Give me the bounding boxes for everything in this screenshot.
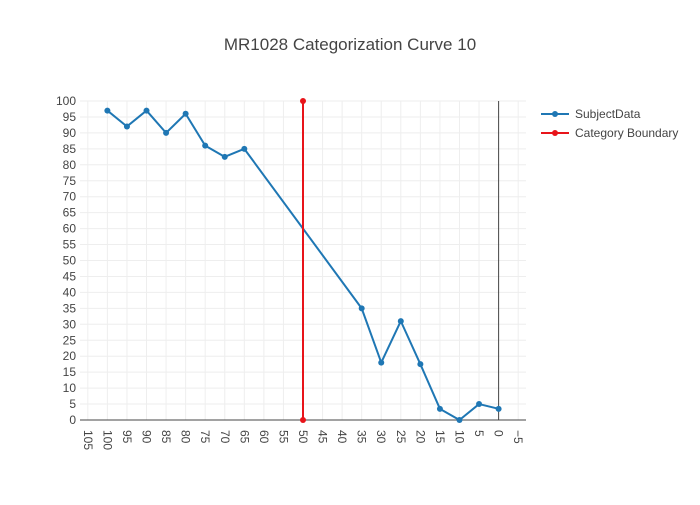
- x-tick-label: 90: [140, 430, 154, 444]
- y-tick-label: 75: [63, 174, 77, 188]
- x-tick-label: 100: [100, 430, 114, 450]
- legend-swatch-marker: [552, 130, 558, 136]
- x-tick-label: 40: [335, 430, 349, 444]
- chart-title: MR1028 Categorization Curve 10: [224, 35, 476, 54]
- axes: 0510152025303540455055606570758085909510…: [56, 94, 526, 450]
- x-tick-label: 95: [120, 430, 134, 444]
- x-tick-label: 85: [159, 430, 173, 444]
- y-tick-label: 0: [69, 413, 76, 427]
- x-tick-label: 45: [316, 430, 330, 444]
- data-point: [397, 318, 404, 325]
- legend-item[interactable]: SubjectData: [541, 107, 641, 121]
- data-point: [143, 107, 150, 114]
- y-tick-label: 60: [63, 222, 77, 236]
- y-tick-label: 100: [56, 94, 76, 108]
- y-tick-label: 20: [63, 349, 77, 363]
- data-point: [378, 359, 385, 366]
- x-tick-label: −5: [511, 430, 525, 444]
- data-point: [123, 123, 130, 130]
- x-tick-label: 30: [374, 430, 388, 444]
- legend[interactable]: SubjectData Category Boundary: [541, 107, 678, 140]
- x-tick-label: 105: [81, 430, 95, 450]
- x-tick-label: 15: [433, 430, 447, 444]
- x-tick-label: 55: [276, 430, 290, 444]
- data-point: [241, 145, 248, 152]
- data-point: [163, 129, 170, 136]
- legend-label: SubjectData: [575, 107, 641, 121]
- x-tick-label: 5: [472, 430, 486, 437]
- data-point: [104, 107, 111, 114]
- y-tick-label: 95: [63, 110, 77, 124]
- series: [104, 98, 502, 423]
- legend-swatch-marker: [552, 111, 558, 117]
- legend-item[interactable]: Category Boundary: [541, 126, 678, 140]
- data-point: [300, 417, 306, 423]
- x-tick-label: 0: [492, 430, 506, 437]
- data-point: [358, 305, 365, 312]
- data-point: [202, 142, 209, 149]
- x-tick-label: 80: [179, 430, 193, 444]
- y-tick-label: 90: [63, 126, 77, 140]
- data-point: [476, 401, 483, 408]
- data-point: [436, 405, 443, 412]
- x-tick-label: 70: [218, 430, 232, 444]
- data-point: [300, 98, 306, 104]
- data-point: [456, 417, 463, 423]
- x-tick-label: 20: [413, 430, 427, 444]
- series-category-boundary: [300, 98, 306, 423]
- x-tick-label: 25: [394, 430, 408, 444]
- x-tick-label: 60: [257, 430, 271, 444]
- y-tick-label: 10: [63, 381, 77, 395]
- y-tick-label: 70: [63, 190, 77, 204]
- y-tick-label: 30: [63, 317, 77, 331]
- legend-label: Category Boundary: [575, 126, 678, 140]
- y-tick-label: 40: [63, 285, 77, 299]
- y-tick-label: 65: [63, 206, 77, 220]
- x-tick-label: 35: [355, 430, 369, 444]
- y-tick-label: 15: [63, 365, 77, 379]
- data-point: [495, 405, 502, 412]
- x-tick-label: 75: [198, 430, 212, 444]
- y-tick-label: 25: [63, 333, 77, 347]
- data-point: [221, 153, 228, 160]
- y-tick-label: 55: [63, 238, 77, 252]
- y-tick-label: 35: [63, 301, 77, 315]
- y-tick-label: 50: [63, 254, 77, 268]
- x-tick-label: 65: [237, 430, 251, 444]
- data-point: [417, 361, 424, 368]
- y-tick-label: 45: [63, 269, 77, 283]
- x-tick-label: 50: [296, 430, 310, 444]
- y-tick-label: 80: [63, 158, 77, 172]
- y-tick-label: 85: [63, 142, 77, 156]
- data-point: [182, 110, 189, 117]
- y-tick-label: 5: [69, 397, 76, 411]
- x-tick-label: 10: [452, 430, 466, 444]
